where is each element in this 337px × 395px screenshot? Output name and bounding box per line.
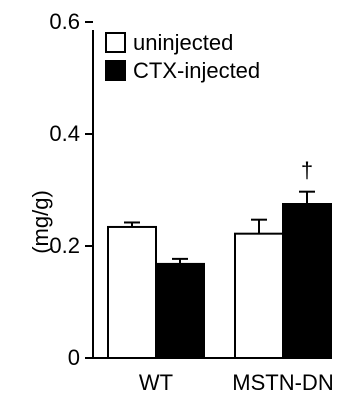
- legend-label-uninjected: uninjected: [133, 30, 233, 55]
- y-tick-group: 0 0.2 0.4 0.6: [49, 9, 93, 370]
- x-tick-label-group: WT MSTN-DN: [139, 370, 334, 395]
- legend: uninjected CTX-injected: [105, 30, 260, 83]
- bar-mstn-dn-uninjected: [234, 232, 284, 359]
- x-tick-label-1: MSTN-DN: [232, 370, 333, 395]
- y-tick-label-3: 0.6: [49, 9, 80, 34]
- annotation-dagger-0: †: [301, 158, 313, 183]
- legend-swatch-ctx-injected: [105, 60, 126, 81]
- legend-label-ctx-injected: CTX-injected: [133, 58, 260, 83]
- bar-group: [107, 203, 332, 360]
- y-tick-label-2: 0.4: [49, 121, 80, 146]
- bar-wt-ctx-injected: [155, 262, 205, 360]
- x-tick-label-0: WT: [139, 370, 173, 395]
- legend-swatch-uninjected: [105, 32, 126, 53]
- bar-wt-uninjected: [107, 225, 157, 359]
- annotation-group: †: [301, 158, 313, 183]
- y-tick-label-1: 0.2: [49, 233, 80, 258]
- error-bar-group: [124, 190, 315, 264]
- bar-mstn-dn-ctx-injected: [282, 203, 332, 359]
- y-tick-label-0: 0: [68, 345, 80, 370]
- y-axis-label: (mg/g): [28, 190, 53, 254]
